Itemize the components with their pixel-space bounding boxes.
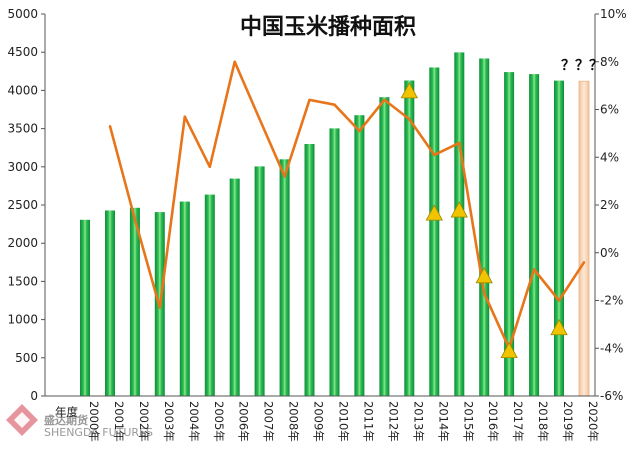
y-right-tick-label: 10% [600, 7, 627, 21]
growth-line-series [108, 60, 586, 350]
x-tick-label: 2018年 [536, 401, 550, 442]
growth-point [483, 292, 486, 295]
y-left-tick-label: 0 [30, 389, 38, 403]
bar [479, 58, 490, 396]
triangle-marker [450, 201, 468, 218]
bar [429, 67, 440, 396]
growth-point [183, 115, 186, 118]
bar [129, 207, 140, 396]
growth-point [433, 153, 436, 157]
x-tick-label: 2017年 [511, 401, 525, 442]
growth-point [557, 299, 561, 302]
x-tick-label: 2003年 [162, 401, 176, 442]
y-left-tick-label: 3000 [7, 160, 38, 174]
triangle-marker [550, 318, 568, 336]
y-left-tick-label: 3500 [7, 122, 38, 136]
growth-point [233, 60, 236, 63]
watermark-brand: 盛达期货 [44, 413, 88, 427]
y-right-tick-label: 6% [600, 103, 619, 117]
bar [329, 128, 340, 396]
bar [404, 80, 415, 396]
triangle-markers [400, 82, 568, 359]
triangle-marker [425, 204, 443, 221]
bar [254, 166, 265, 396]
y-right-tick-label: -4% [600, 341, 623, 355]
y-left-tick-label: 2000 [7, 236, 38, 250]
x-axis-label: 年度 [55, 405, 78, 419]
y-right-tick-label: 4% [600, 150, 619, 164]
y-left-tick-label: 5000 [7, 7, 38, 21]
bar [179, 201, 190, 396]
bar [80, 219, 90, 396]
y-right-tick-label: 0% [600, 246, 619, 260]
y-left-tick-label: 1000 [7, 313, 38, 327]
growth-point [532, 268, 536, 271]
bar [105, 210, 115, 396]
growth-point [108, 125, 112, 128]
x-tick-label: 2019年 [561, 401, 575, 442]
x-tick-label: 2000年 [87, 401, 101, 442]
chart-title: 中国玉米播种面积 [240, 14, 416, 40]
estimate-question-marks: ？？？ [561, 58, 603, 74]
x-tick-label: 2007年 [262, 401, 276, 442]
growth-point [383, 98, 386, 102]
bar [454, 52, 465, 397]
x-tick-label: 2001年 [112, 401, 126, 442]
x-tick-label: 2014年 [436, 401, 450, 442]
y-right-tick-label: 2% [600, 198, 619, 212]
x-tick-label: 2016年 [486, 401, 500, 442]
growth-point [283, 175, 286, 178]
x-tick-label: 2005年 [212, 401, 226, 442]
bar-estimate [578, 80, 590, 397]
x-tick-label: 2013年 [411, 401, 425, 442]
bar [529, 74, 540, 396]
bar [354, 115, 365, 396]
x-tick-label: 2009年 [312, 401, 326, 442]
triangle-marker [400, 82, 419, 99]
logo-diamond-inner-icon [14, 412, 30, 428]
x-tick-label: 2004年 [187, 401, 201, 442]
growth-point [333, 103, 336, 106]
y-left-tick-label: 4500 [7, 45, 38, 59]
x-tick-label: 2015年 [461, 401, 475, 442]
watermark-text: SHENGDA FUTURES [44, 426, 153, 439]
triangle-marker [475, 266, 493, 284]
x-tick-label: 2002年 [137, 401, 151, 442]
growth-point [308, 98, 311, 102]
x-tick-label: 2006年 [237, 401, 251, 442]
bar [304, 144, 315, 396]
y-left-tick-label: 2500 [7, 198, 38, 212]
y-left-tick-label: 1500 [7, 274, 38, 288]
y-left-tick-label: 4000 [7, 83, 38, 97]
bar [554, 80, 564, 396]
y-right-tick-label: 8% [600, 55, 619, 69]
growth-point [208, 165, 211, 168]
y-right-tick-label: -6% [600, 389, 623, 403]
bar-series [80, 52, 590, 397]
bar [204, 194, 215, 396]
x-tick-label: 2020年 [586, 401, 600, 442]
x-tick-label: 2012年 [386, 401, 400, 442]
x-tick-label: 2008年 [287, 401, 301, 442]
growth-point [158, 306, 161, 309]
bar [379, 97, 390, 396]
growth-point [582, 261, 586, 264]
growth-point [258, 117, 261, 121]
growth-line [108, 60, 586, 350]
y-left-tick-label: 500 [15, 351, 38, 365]
bar [504, 72, 515, 396]
growth-point [358, 129, 361, 133]
bar [279, 159, 290, 396]
bar [229, 178, 240, 396]
growth-point [408, 117, 411, 121]
triangle-marker [500, 341, 518, 359]
y-right-tick-label: -2% [600, 294, 623, 308]
axes: 0 500 1000 1500 2000 2500 3000 3500 4000 4500 5000… [7, 7, 626, 442]
x-tick-label: 2010年 [337, 401, 351, 442]
growth-point [133, 218, 137, 221]
x-tick-label: 2011年 [361, 401, 375, 442]
growth-point [458, 141, 461, 145]
